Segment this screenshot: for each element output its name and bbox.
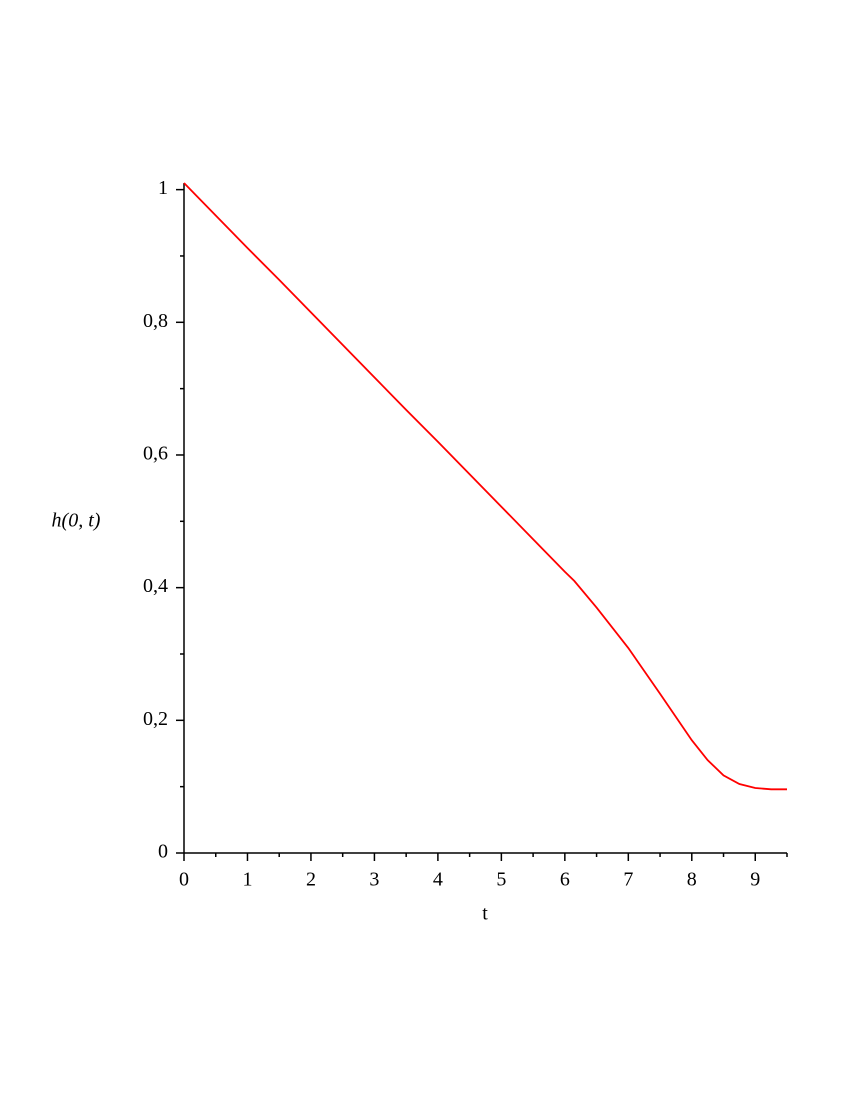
x-tick-label: 9 [750, 869, 760, 891]
x-tick-label: 0 [179, 869, 189, 891]
x-tick-label: 2 [306, 869, 316, 891]
x-tick-label: 1 [242, 869, 252, 891]
y-tick-label: 1 [158, 177, 168, 199]
x-tick-label: 3 [369, 869, 379, 891]
x-axis-label: t [482, 903, 488, 925]
x-tick-label: 6 [560, 869, 570, 891]
y-tick-label: 0 [158, 841, 168, 863]
x-tick-label: 8 [687, 869, 697, 891]
y-tick-label: 0,4 [143, 575, 168, 597]
x-tick-label: 7 [623, 869, 633, 891]
line-series [183, 182, 787, 791]
y-tick-label: 0,8 [143, 310, 168, 332]
x-tick-label: 4 [433, 869, 443, 891]
y-axis-label: h(0, t) [52, 510, 101, 532]
y-tick-label: 0,6 [143, 443, 168, 465]
x-tick-label: 5 [496, 869, 506, 891]
y-tick-label: 0,2 [143, 708, 168, 730]
